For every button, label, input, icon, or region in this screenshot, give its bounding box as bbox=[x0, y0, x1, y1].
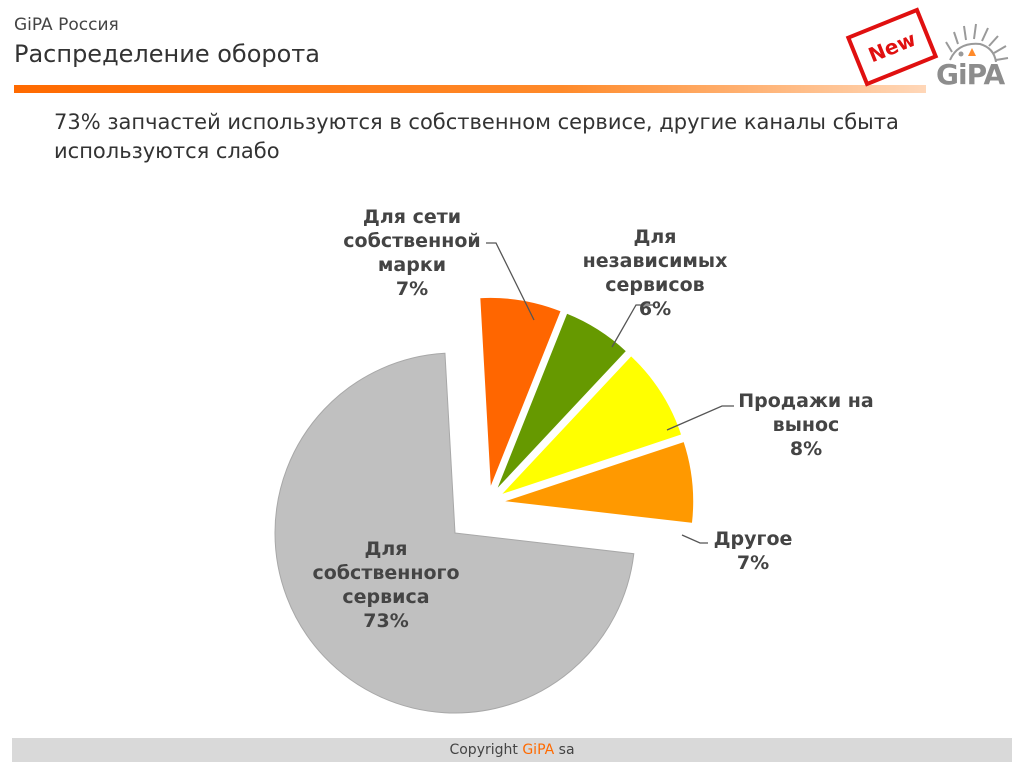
header-divider-bar bbox=[14, 85, 926, 93]
footer-suffix: sa bbox=[554, 742, 575, 758]
subtitle: 73% запчастей используются в собственном… bbox=[54, 110, 899, 163]
pie-chart: Для собственного сервиса 73% Для сети собстве… bbox=[274, 206, 874, 714]
slice-other-leader-line bbox=[681, 534, 708, 544]
slice-independent-services-leader-line bbox=[611, 304, 654, 348]
footer: Copyright GiPA sa bbox=[12, 738, 1012, 762]
slice-other-label: Другое 7% bbox=[714, 528, 793, 574]
slice-own-brand-network-leader-line bbox=[486, 242, 535, 321]
slice-own-service-label: Для собственного сервиса 73% bbox=[312, 538, 459, 632]
footer-brand: GiPA bbox=[522, 742, 555, 758]
slice-own-brand-network bbox=[478, 296, 563, 490]
slice-independent-services bbox=[494, 311, 628, 492]
slice-takeaway-sales bbox=[499, 354, 683, 497]
gipa-logo-icon bbox=[945, 23, 1009, 63]
slice-takeaway-sales-label: Продажи на вынос 8% bbox=[738, 390, 874, 460]
slice-takeaway-sales-leader-line bbox=[666, 405, 734, 431]
slice-independent-services-label: Для независимых сервисов 6% bbox=[583, 226, 728, 320]
slice-own-service bbox=[274, 352, 635, 714]
brand-label: GiPA Россия bbox=[14, 15, 119, 35]
slice-other bbox=[501, 440, 695, 525]
footer-copyright: Copyright bbox=[449, 742, 523, 758]
page-title: Распределение оборота bbox=[14, 40, 320, 68]
logo-text: GiPA bbox=[936, 58, 1005, 91]
slice-own-brand-network-label: Для сети собственной марки 7% bbox=[343, 206, 480, 300]
